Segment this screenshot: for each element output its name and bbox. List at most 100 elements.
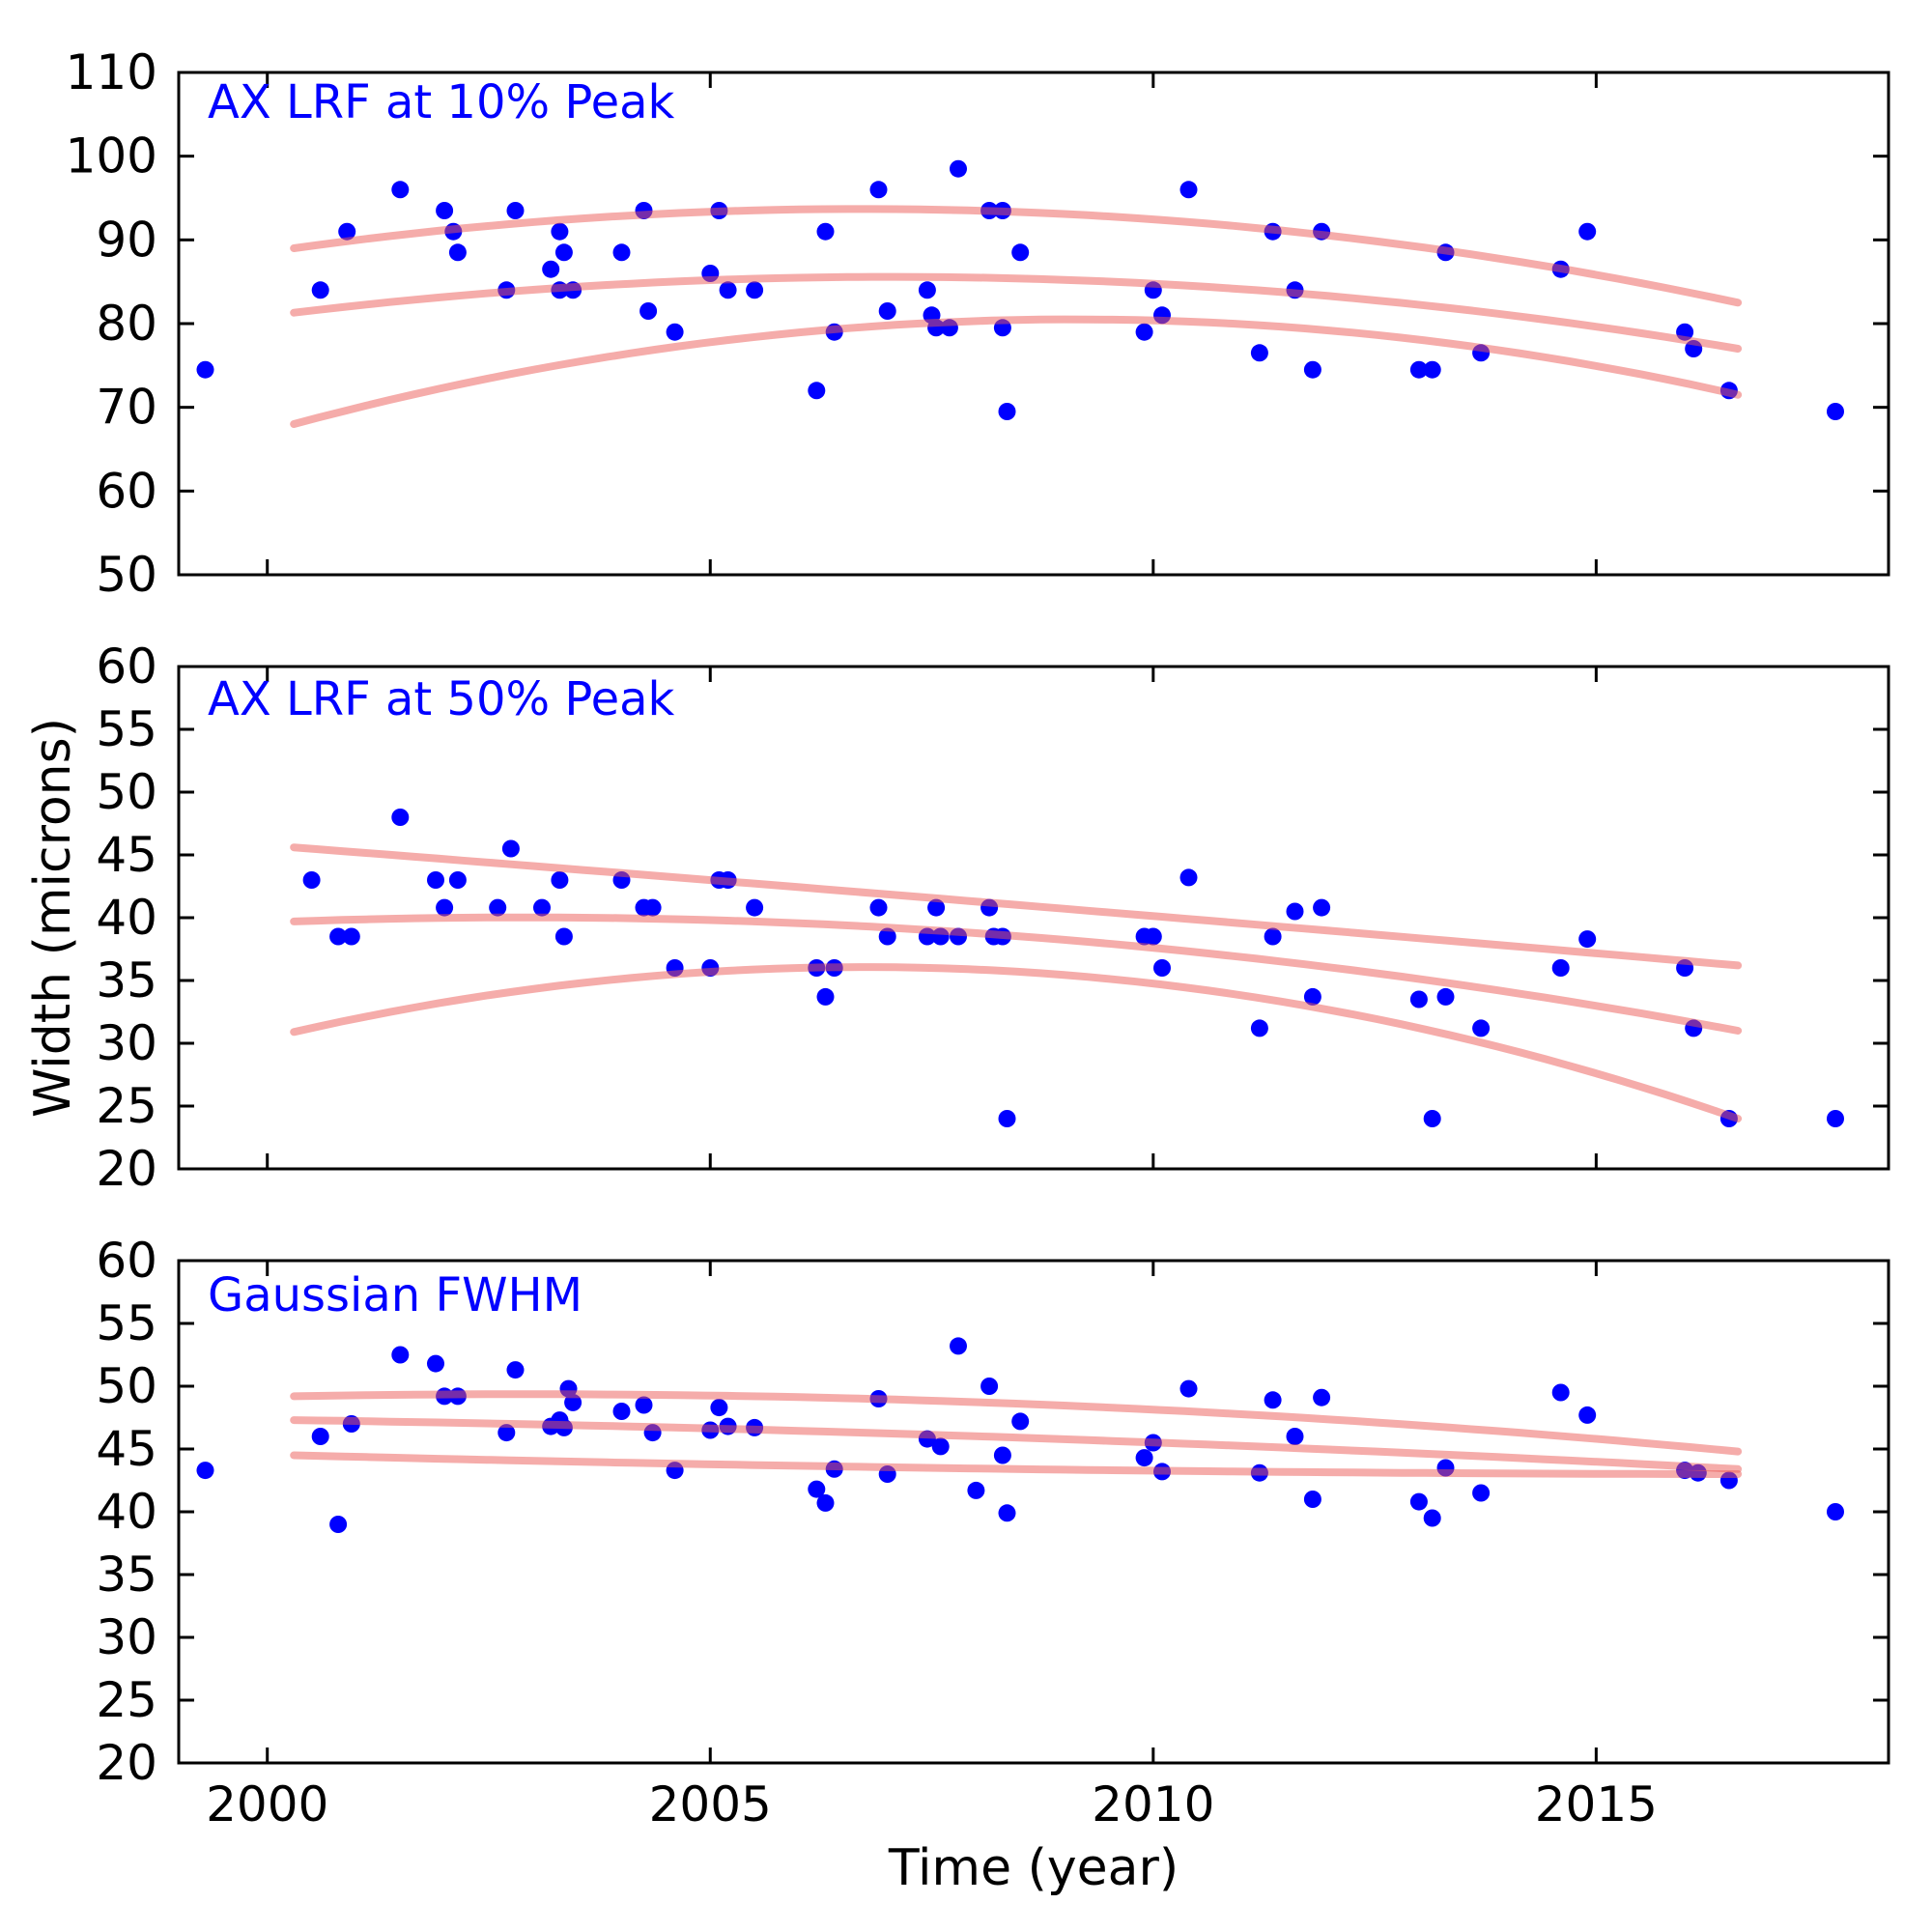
x-tick-label: 2000 xyxy=(206,1776,328,1833)
data-point xyxy=(1827,403,1844,420)
data-point xyxy=(196,1462,214,1480)
middle-fit-curve xyxy=(290,913,1743,1035)
data-point xyxy=(918,281,936,299)
data-point xyxy=(878,302,896,320)
subplot-0: 50 60 70 80 90 100 110 xyxy=(66,44,1890,603)
data-point xyxy=(1011,1412,1030,1431)
data-point xyxy=(869,181,888,199)
y-tick-label: 25 xyxy=(96,1078,157,1134)
data-point xyxy=(639,302,658,320)
data-point xyxy=(551,222,569,241)
data-point xyxy=(196,360,214,379)
y-tick-label: 50 xyxy=(96,1358,157,1414)
y-tick-label: 60 xyxy=(96,1233,157,1289)
data-point xyxy=(1409,990,1428,1009)
data-point xyxy=(564,1393,582,1411)
data-point xyxy=(950,159,967,178)
data-point xyxy=(542,260,560,278)
data-point xyxy=(1313,1388,1331,1406)
upper-fit-curve xyxy=(290,843,1743,970)
y-tick-label: 100 xyxy=(66,128,157,185)
data-point xyxy=(1303,987,1321,1006)
subplot-2: 2000 2005 2010 2015 20 25 30 35 40 45 50 55 60 xyxy=(96,1233,1890,1833)
data-point xyxy=(1286,902,1304,921)
y-tick-label: 55 xyxy=(96,701,157,757)
data-point xyxy=(311,1428,329,1445)
data-point xyxy=(391,181,410,199)
data-point xyxy=(746,281,764,299)
data-point xyxy=(551,871,569,889)
data-point xyxy=(501,839,520,858)
data-point xyxy=(311,281,329,299)
data-point xyxy=(643,898,662,917)
data-point xyxy=(931,1437,950,1456)
data-point xyxy=(967,1481,985,1499)
data-point xyxy=(342,927,360,946)
data-point xyxy=(808,1480,826,1498)
y-tick-label: 110 xyxy=(66,44,157,100)
data-point xyxy=(878,927,896,946)
data-point xyxy=(497,1424,516,1442)
data-point xyxy=(1472,1484,1491,1502)
upper-fit-curve xyxy=(290,1390,1743,1456)
data-point xyxy=(1423,1509,1441,1527)
data-point xyxy=(719,281,737,299)
data-point xyxy=(612,1403,631,1420)
data-point xyxy=(391,809,410,826)
data-point xyxy=(427,1354,444,1373)
data-point xyxy=(1250,1019,1268,1037)
data-point xyxy=(489,898,507,917)
data-point xyxy=(950,1337,967,1355)
data-point xyxy=(1144,927,1162,946)
data-point xyxy=(1179,1379,1198,1398)
data-point xyxy=(635,1396,653,1414)
y-tick-label: 55 xyxy=(96,1295,157,1351)
data-point xyxy=(436,202,454,219)
data-point xyxy=(1827,1110,1844,1127)
data-point xyxy=(808,382,826,400)
x-tick-label: 2010 xyxy=(1092,1776,1214,1833)
data-point xyxy=(329,1516,348,1533)
axes-box xyxy=(177,71,1890,577)
lower-fit-curve xyxy=(290,1451,1743,1478)
y-tick-label: 45 xyxy=(96,1421,157,1477)
data-point xyxy=(1551,959,1570,977)
data-point xyxy=(554,927,573,946)
data-point xyxy=(869,898,888,917)
data-point xyxy=(710,1399,728,1417)
x-tick-label: 2015 xyxy=(1535,1776,1658,1833)
x-tick-label: 2005 xyxy=(649,1776,772,1833)
data-point xyxy=(993,1446,1011,1464)
data-point xyxy=(1264,927,1282,946)
data-point xyxy=(1153,959,1171,977)
data-point xyxy=(533,898,551,917)
data-point xyxy=(1472,1019,1491,1037)
data-point xyxy=(1578,222,1597,241)
y-tick-label: 80 xyxy=(96,296,157,352)
y-tick-label: 60 xyxy=(96,463,157,519)
data-point xyxy=(1011,243,1030,262)
y-tick-label: 20 xyxy=(96,1735,157,1791)
data-point xyxy=(338,222,356,241)
middle-fit-curve xyxy=(290,1416,1743,1473)
data-point xyxy=(1264,1391,1282,1409)
data-point xyxy=(554,243,573,262)
data-point xyxy=(436,898,454,917)
data-point xyxy=(1303,360,1321,379)
data-point xyxy=(746,898,764,917)
data-point xyxy=(1179,868,1198,887)
data-point xyxy=(1303,1491,1321,1508)
y-tick-label: 70 xyxy=(96,380,157,436)
y-tick-label: 50 xyxy=(96,764,157,820)
data-point xyxy=(391,1346,410,1364)
data-point xyxy=(302,871,321,889)
middle-fit-curve xyxy=(290,272,1743,353)
y-tick-label: 45 xyxy=(96,827,157,883)
panel-title-top: AX LRF at 10% Peak xyxy=(208,75,675,129)
data-point xyxy=(1578,1406,1597,1424)
data-point xyxy=(980,1378,999,1395)
data-point xyxy=(666,323,684,341)
data-point xyxy=(816,222,835,241)
data-point xyxy=(506,1361,525,1379)
